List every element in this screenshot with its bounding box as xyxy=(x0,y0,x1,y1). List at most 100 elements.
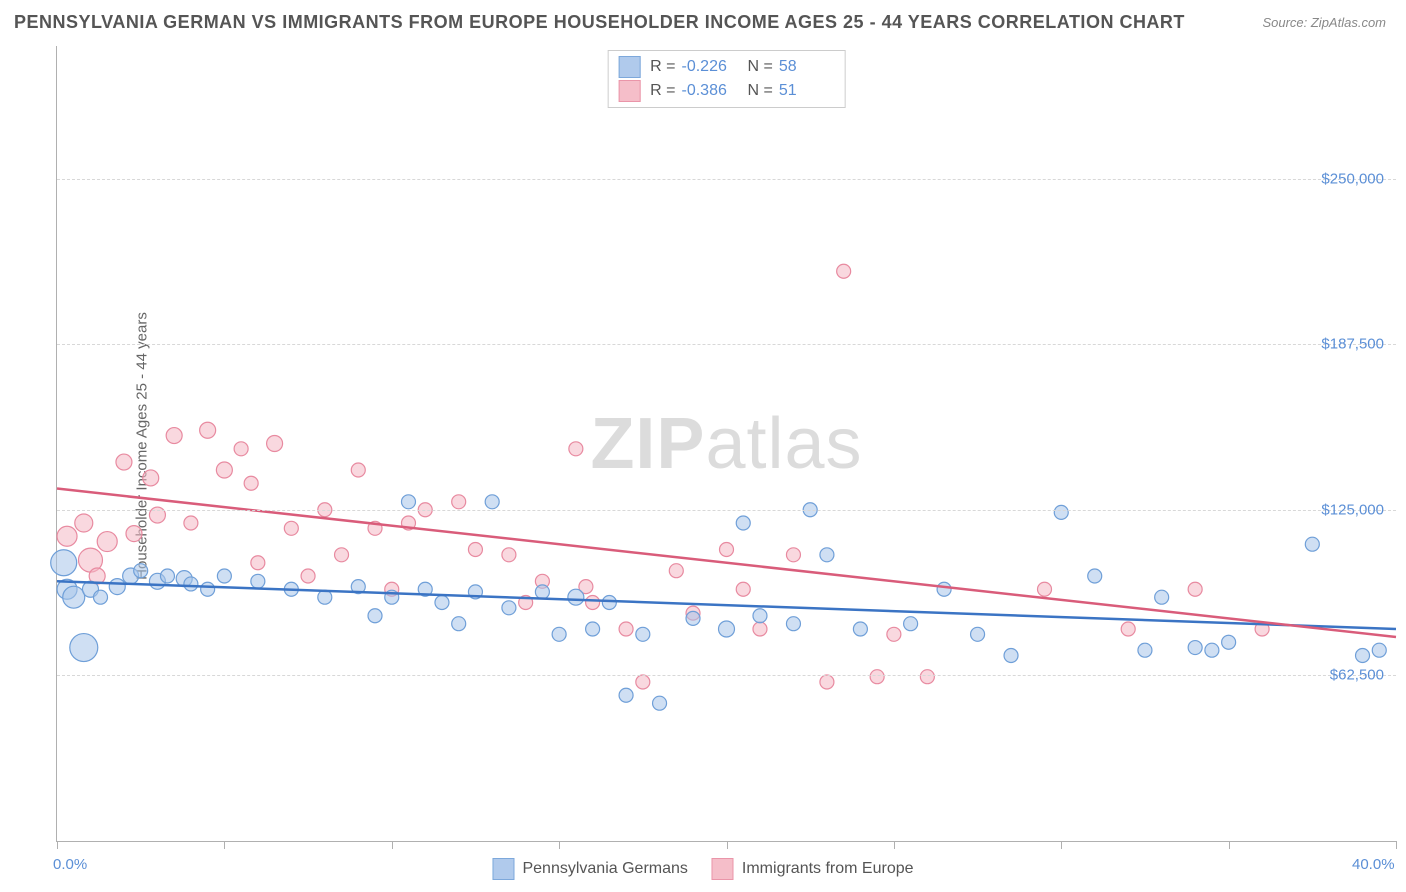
data-point xyxy=(1155,590,1169,604)
data-point xyxy=(126,526,142,542)
data-point xyxy=(586,596,600,610)
scatter-svg xyxy=(57,46,1396,841)
data-point xyxy=(134,564,148,578)
legend-swatch-series2 xyxy=(712,858,734,880)
legend-item-series1: Pennsylvania Germans xyxy=(492,858,687,880)
data-point xyxy=(335,548,349,562)
data-point xyxy=(887,627,901,641)
data-point xyxy=(368,609,382,623)
chart-plot-area: ZIPatlas R = -0.226 N = 58 R = -0.386 N … xyxy=(56,46,1396,842)
data-point xyxy=(820,548,834,562)
data-point xyxy=(485,495,499,509)
data-point xyxy=(351,463,365,477)
data-point xyxy=(284,521,298,535)
data-point xyxy=(870,670,884,684)
data-point xyxy=(184,516,198,530)
data-point xyxy=(75,514,93,532)
data-point xyxy=(602,596,616,610)
data-point xyxy=(720,543,734,557)
data-point xyxy=(267,436,283,452)
legend-item-series2: Immigrants from Europe xyxy=(712,858,914,880)
data-point xyxy=(1004,649,1018,663)
data-point xyxy=(318,590,332,604)
data-point xyxy=(116,454,132,470)
stats-row-series1: R = -0.226 N = 58 xyxy=(618,55,835,79)
y-tick-label: $62,500 xyxy=(1330,667,1384,684)
data-point xyxy=(904,617,918,631)
bottom-legend: Pennsylvania Germans Immigrants from Eur… xyxy=(492,858,913,880)
data-point xyxy=(786,548,800,562)
data-point xyxy=(1356,649,1370,663)
data-point xyxy=(251,556,265,570)
data-point xyxy=(94,590,108,604)
swatch-series1 xyxy=(618,56,640,78)
data-point xyxy=(301,569,315,583)
data-point xyxy=(1138,643,1152,657)
data-point xyxy=(569,442,583,456)
data-point xyxy=(201,582,215,596)
data-point xyxy=(234,442,248,456)
data-point xyxy=(937,582,951,596)
y-tick-label: $250,000 xyxy=(1321,170,1384,187)
data-point xyxy=(586,622,600,636)
data-point xyxy=(736,516,750,530)
data-point xyxy=(251,574,265,588)
data-point xyxy=(736,582,750,596)
data-point xyxy=(143,470,159,486)
data-point xyxy=(1121,622,1135,636)
data-point xyxy=(160,569,174,583)
data-point xyxy=(1222,635,1236,649)
data-point xyxy=(971,627,985,641)
data-point xyxy=(853,622,867,636)
data-point xyxy=(1305,537,1319,551)
data-point xyxy=(217,569,231,583)
data-point xyxy=(97,532,117,552)
stats-row-series2: R = -0.386 N = 51 xyxy=(618,79,835,103)
data-point xyxy=(753,609,767,623)
data-point xyxy=(669,564,683,578)
legend-swatch-series1 xyxy=(492,858,514,880)
data-point xyxy=(244,476,258,490)
data-point xyxy=(166,428,182,444)
x-tick-label: 0.0% xyxy=(53,856,87,873)
data-point xyxy=(502,601,516,615)
data-point xyxy=(837,264,851,278)
data-point xyxy=(619,622,633,636)
data-point xyxy=(401,495,415,509)
data-point xyxy=(502,548,516,562)
data-point xyxy=(109,579,125,595)
data-point xyxy=(619,688,633,702)
y-tick-label: $125,000 xyxy=(1321,501,1384,518)
data-point xyxy=(216,462,232,478)
data-point xyxy=(452,617,466,631)
data-point xyxy=(435,596,449,610)
data-point xyxy=(920,670,934,684)
data-point xyxy=(1188,582,1202,596)
data-point xyxy=(686,611,700,625)
data-point xyxy=(70,634,98,662)
legend-label-series1: Pennsylvania Germans xyxy=(522,860,687,878)
data-point xyxy=(51,550,77,576)
data-point xyxy=(653,696,667,710)
data-point xyxy=(753,622,767,636)
y-tick-label: $187,500 xyxy=(1321,336,1384,353)
data-point xyxy=(184,577,198,591)
data-point xyxy=(1205,643,1219,657)
legend-label-series2: Immigrants from Europe xyxy=(742,860,914,878)
data-point xyxy=(63,586,85,608)
data-point xyxy=(786,617,800,631)
correlation-stats-box: R = -0.226 N = 58 R = -0.386 N = 51 xyxy=(607,50,846,108)
data-point xyxy=(200,422,216,438)
data-point xyxy=(1038,582,1052,596)
data-point xyxy=(1054,505,1068,519)
data-point xyxy=(568,589,584,605)
data-point xyxy=(1088,569,1102,583)
source-attribution: Source: ZipAtlas.com xyxy=(1262,15,1386,30)
chart-title: PENNSYLVANIA GERMAN VS IMMIGRANTS FROM E… xyxy=(14,12,1185,33)
data-point xyxy=(1188,641,1202,655)
data-point xyxy=(452,495,466,509)
data-point xyxy=(1372,643,1386,657)
data-point xyxy=(468,543,482,557)
swatch-series2 xyxy=(618,80,640,102)
data-point xyxy=(719,621,735,637)
